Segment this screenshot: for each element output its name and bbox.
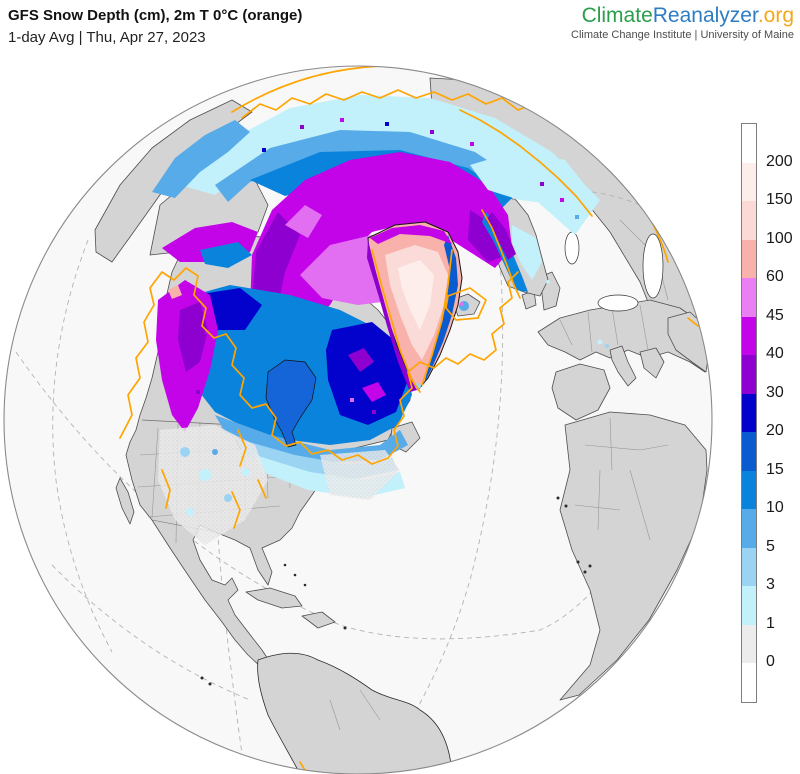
colorbar-segment [742, 278, 756, 317]
colorbar-tick-label: 30 [766, 383, 784, 401]
map-header: GFS Snow Depth (cm), 2m T 0°C (orange) 1… [8, 5, 302, 49]
colorbar-tick-label: 40 [766, 345, 784, 363]
south-america [257, 652, 453, 774]
logo-org: .org [757, 4, 794, 27]
cuba [245, 587, 303, 609]
colorbar-tick-label: 10 [766, 499, 784, 517]
colorbar-segment [742, 316, 756, 356]
italy [609, 345, 637, 387]
site-logo[interactable]: ClimateReanalyzer.org Climate Change Ins… [571, 4, 794, 41]
greenland [367, 221, 463, 392]
colorbar-tick-label: 20 [766, 422, 784, 440]
africa [559, 411, 708, 701]
site-logo-wordmark[interactable]: ClimateReanalyzer.org [571, 4, 794, 28]
iberia [551, 363, 611, 421]
colorbar-tick-label: 150 [766, 191, 793, 209]
map-subtitle: 1-day Avg | Thu, Apr 27, 2023 [8, 29, 206, 46]
colorbar-segment [742, 470, 756, 510]
colorbar [741, 123, 757, 703]
colorbar-segment [742, 432, 756, 471]
colorbar-tick-label: 100 [766, 229, 793, 247]
balkans [639, 347, 665, 379]
colorbar-segment [742, 624, 756, 664]
small-islands [200, 496, 592, 686]
colorbar-tick-label: 45 [766, 306, 784, 324]
colorbar-tick-label: 200 [766, 152, 793, 170]
logo-climate: Climate [581, 4, 653, 27]
globe-outline [3, 65, 713, 774]
map-title: GFS Snow Depth (cm), 2m T 0°C (orange) [8, 7, 303, 24]
colorbar-segment [742, 393, 756, 433]
colorbar-segment [742, 509, 756, 548]
snow-overlay [152, 95, 609, 545]
baja-california [115, 477, 135, 525]
colorbar-segment [742, 124, 756, 163]
logo-tagline: Climate Change Institute | University of… [571, 29, 794, 41]
colorbar-tick-label: 3 [766, 576, 775, 594]
colorbar-tick-label: 60 [766, 268, 784, 286]
colorbar-segment [742, 239, 756, 279]
colorbar-segment [742, 663, 756, 702]
colorbar-segment [742, 201, 756, 240]
colorbar-segment [742, 355, 756, 394]
hispaniola [301, 611, 336, 629]
colorbar-tick-label: 15 [766, 460, 784, 478]
colorbar-segment [742, 547, 756, 587]
baltic-sea [564, 231, 580, 265]
colorbar-segment [742, 162, 756, 202]
colorbar-tick-label: 0 [766, 653, 775, 671]
caspian-sea [642, 233, 664, 299]
colorbar-tick-label: 5 [766, 537, 775, 555]
logo-reanalyzer: Reanalyzer [652, 4, 758, 27]
black-sea [597, 294, 639, 312]
colorbar-segment [742, 586, 756, 625]
colorbar-tick-label: 1 [766, 614, 775, 632]
